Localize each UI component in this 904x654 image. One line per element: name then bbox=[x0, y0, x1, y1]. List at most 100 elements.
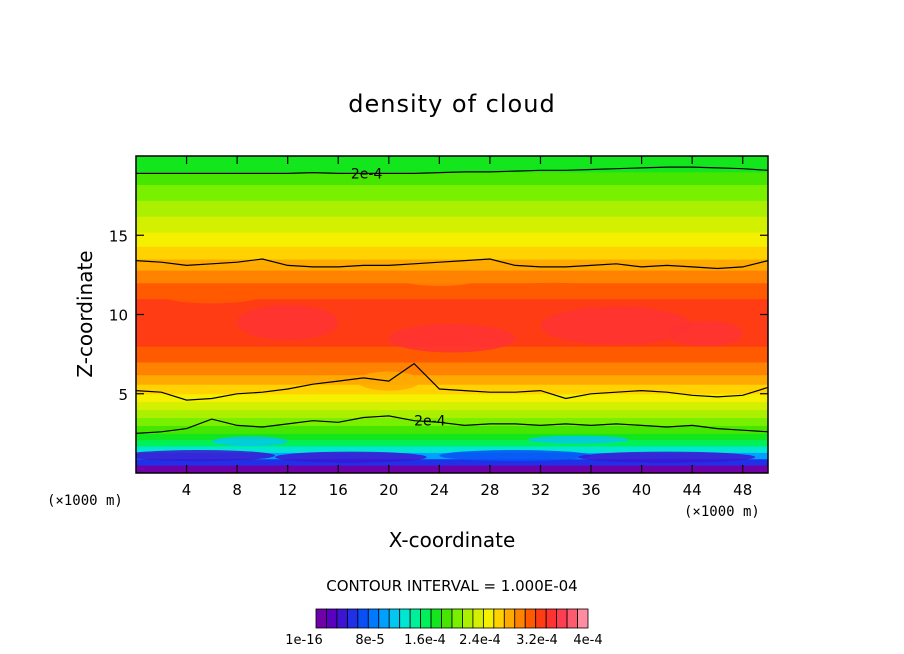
contour-line bbox=[136, 166, 768, 174]
x-tick-label: 28 bbox=[480, 481, 499, 499]
density-band bbox=[136, 184, 768, 201]
colorbar-swatch bbox=[367, 608, 380, 629]
density-patch bbox=[401, 273, 478, 286]
y-axis-label: Z-coordinate bbox=[73, 250, 97, 377]
contour-line bbox=[136, 415, 768, 434]
contour-label: 2e-4 bbox=[414, 414, 446, 430]
density-band bbox=[136, 200, 768, 217]
colorbar-swatch bbox=[503, 608, 516, 629]
x-tick-label: 36 bbox=[581, 481, 600, 499]
colorbar-swatch bbox=[545, 608, 558, 629]
contour-line bbox=[136, 258, 768, 270]
colorbar-swatch bbox=[409, 608, 422, 629]
x-tick-label: 12 bbox=[278, 481, 297, 499]
density-patch bbox=[237, 304, 339, 340]
density-patch bbox=[578, 451, 756, 463]
x-axis-label: X-coordinate bbox=[389, 528, 516, 552]
colorbar-swatch bbox=[430, 608, 442, 629]
x-unit-label-right: (×1000 m) bbox=[684, 504, 760, 520]
colorbar bbox=[315, 608, 589, 629]
colorbar-swatch bbox=[577, 608, 589, 629]
density-band bbox=[136, 374, 768, 385]
density-band bbox=[136, 232, 768, 247]
density-band bbox=[136, 246, 768, 260]
colorbar-labels: 1e-16 8e-5 1.6e-4 2.4e-4 3.2e-4 4e-4 bbox=[285, 633, 602, 648]
density-band bbox=[136, 425, 768, 434]
density-band bbox=[136, 156, 768, 173]
colorbar-label: 8e-5 bbox=[355, 633, 384, 648]
density-band bbox=[136, 393, 768, 403]
colorbar-swatch bbox=[346, 608, 359, 629]
x-tick-label: 24 bbox=[430, 481, 449, 499]
colorbar-swatch bbox=[535, 608, 547, 629]
plot-area bbox=[136, 156, 768, 473]
x-tick-label: 16 bbox=[329, 481, 348, 499]
colorbar-label: 2.4e-4 bbox=[459, 633, 501, 648]
density-band bbox=[136, 439, 768, 447]
colorbar-label: 4e-4 bbox=[573, 633, 602, 648]
density-band bbox=[136, 401, 768, 411]
contour-label: 2e-4 bbox=[351, 166, 383, 182]
colorbar-label: 1.6e-4 bbox=[404, 633, 446, 648]
x-tick-label: 48 bbox=[733, 481, 752, 499]
colorbar-swatch bbox=[315, 608, 327, 629]
colorbar-swatch bbox=[451, 608, 463, 629]
contour-interval-note: CONTOUR INTERVAL = 1.000E-04 bbox=[326, 577, 577, 595]
density-patch bbox=[211, 436, 288, 447]
density-band bbox=[136, 171, 768, 186]
colorbar-swatch bbox=[482, 608, 495, 629]
x-unit-label-left: (×1000 m) bbox=[47, 493, 123, 509]
colorbar-swatch bbox=[326, 608, 338, 629]
colorbar-swatch bbox=[524, 608, 537, 629]
density-patch bbox=[388, 324, 516, 353]
density-patch bbox=[666, 320, 743, 347]
density-band bbox=[136, 216, 768, 233]
density-band bbox=[136, 446, 768, 453]
density-band bbox=[136, 465, 768, 473]
density-band bbox=[136, 362, 768, 376]
colorbar-swatch bbox=[378, 608, 390, 629]
density-patch bbox=[527, 435, 629, 444]
density-band bbox=[136, 458, 768, 466]
x-axis-ticks: 4 8 12 16 20 24 28 32 36 40 44 48 bbox=[182, 156, 752, 499]
density-patch bbox=[540, 306, 693, 345]
density-band bbox=[136, 433, 768, 441]
colorbar-swatch bbox=[462, 608, 474, 629]
density-patch bbox=[136, 450, 276, 462]
x-tick-label: 32 bbox=[531, 481, 550, 499]
colorbar-swatch bbox=[493, 608, 505, 629]
colorbar-swatch bbox=[556, 608, 568, 629]
colorbar-swatch bbox=[566, 608, 578, 629]
colorbar-swatch bbox=[420, 608, 432, 629]
contour-labels: 2e-4 2e-4 bbox=[351, 166, 446, 430]
chart-title: density of cloud bbox=[348, 90, 555, 118]
density-band bbox=[136, 417, 768, 426]
density-band bbox=[136, 259, 768, 271]
y-tick-label: 10 bbox=[109, 307, 128, 325]
x-tick-label: 8 bbox=[232, 481, 242, 499]
x-tick-label: 4 bbox=[182, 481, 192, 499]
x-tick-label: 20 bbox=[379, 481, 398, 499]
colorbar-swatch bbox=[336, 608, 348, 629]
density-patch bbox=[275, 451, 427, 463]
density-band bbox=[136, 409, 768, 419]
y-tick-label: 5 bbox=[118, 386, 128, 404]
density-patch bbox=[439, 450, 592, 462]
colorbar-swatch bbox=[357, 608, 369, 629]
colorbar-swatch bbox=[472, 608, 484, 629]
y-axis-ticks: 5 10 15 bbox=[109, 227, 768, 404]
colorbar-label: 3.2e-4 bbox=[516, 633, 558, 648]
contour-line bbox=[136, 362, 768, 401]
colorbar-swatch bbox=[441, 608, 453, 629]
density-patch bbox=[161, 287, 263, 304]
x-tick-label: 44 bbox=[683, 481, 702, 499]
colorbar-label: 1e-16 bbox=[285, 633, 323, 648]
density-band bbox=[136, 282, 768, 300]
contour-lines bbox=[136, 166, 768, 434]
density-patch bbox=[489, 282, 617, 299]
y-tick-label: 15 bbox=[109, 227, 128, 245]
colorbar-swatch bbox=[514, 608, 526, 629]
colorbar-swatch bbox=[399, 608, 411, 629]
density-band bbox=[136, 346, 768, 363]
